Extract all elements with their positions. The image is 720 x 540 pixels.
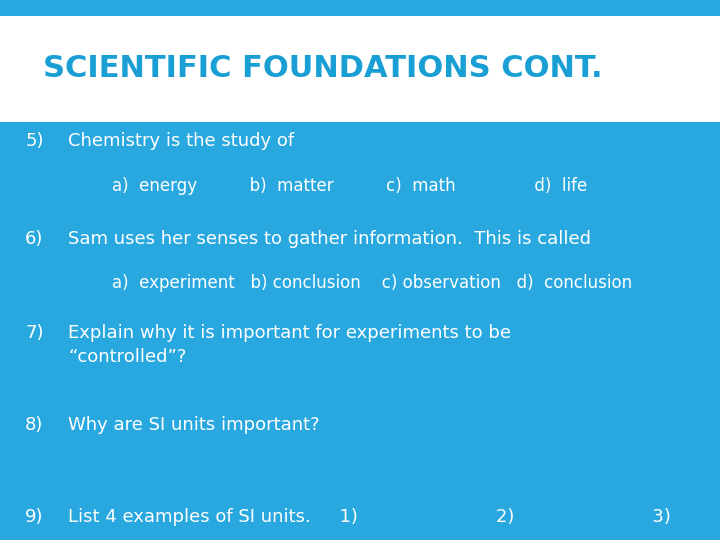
Text: a)  energy          b)  matter          c)  math               d)  life: a) energy b) matter c) math d) life [112, 177, 587, 195]
Text: SCIENTIFIC FOUNDATIONS CONT.: SCIENTIFIC FOUNDATIONS CONT. [43, 55, 603, 83]
Text: List 4 examples of SI units.     1)                        2)                   : List 4 examples of SI units. 1) 2) [68, 508, 671, 525]
Text: 7): 7) [25, 324, 44, 342]
Text: 6): 6) [25, 230, 44, 247]
Text: Explain why it is important for experiments to be
“controlled”?: Explain why it is important for experime… [68, 324, 511, 366]
Bar [0, 16, 720, 122]
Text: 8): 8) [25, 416, 44, 434]
Text: Sam uses her senses to gather information.  This is called: Sam uses her senses to gather informatio… [68, 230, 591, 247]
Text: Chemistry is the study of: Chemistry is the study of [68, 132, 294, 150]
Text: 5): 5) [25, 132, 44, 150]
Text: Why are SI units important?: Why are SI units important? [68, 416, 320, 434]
Text: a)  experiment   b) conclusion    c) observation   d)  conclusion: a) experiment b) conclusion c) observati… [112, 274, 631, 292]
Text: 9): 9) [25, 508, 44, 525]
